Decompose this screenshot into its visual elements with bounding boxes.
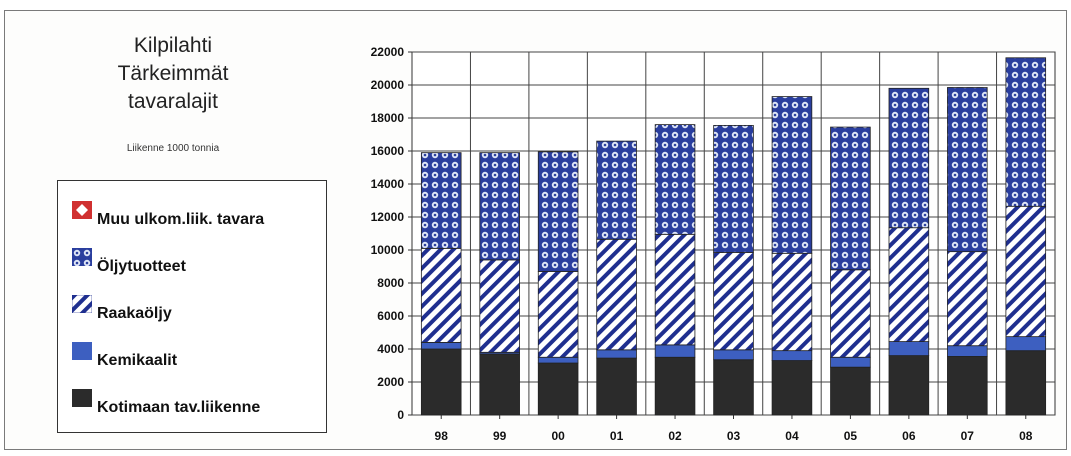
chart-subtitle: Liikenne 1000 tonnia (126, 143, 220, 154)
y-tick-label-3: 6000 (377, 309, 404, 323)
legend-item-koti: Kotimaan tav.liikenne (72, 389, 260, 417)
x-tick-label-00: 00 (551, 429, 565, 443)
bar-raaka-07 (947, 251, 988, 347)
bar-kemi-05 (830, 356, 871, 368)
bar-kemi-02 (654, 344, 696, 358)
bar-raaka-99 (479, 259, 520, 353)
bar-kemi-00 (537, 356, 579, 364)
bar-koti-03 (713, 359, 754, 416)
bar-oljy-04 (771, 96, 813, 254)
bar-kemi-01 (596, 349, 637, 359)
legend-swatch-koti (72, 389, 92, 407)
x-tick-label-98: 98 (435, 429, 449, 443)
y-tick-label-6: 12000 (371, 210, 405, 224)
legend-label-raaka: Raakaöljy (97, 305, 172, 322)
legend-label-muu: Muu ulkom.liik. tavara (97, 211, 265, 228)
x-tick-label-07: 07 (961, 429, 975, 443)
bar-oljy-01 (596, 140, 637, 240)
bars (420, 57, 1047, 416)
legend-item-kemi: Kemikaalit (72, 342, 177, 370)
bar-oljy-06 (888, 87, 930, 229)
y-tick-label-9: 18000 (371, 111, 405, 125)
bar-raaka-98 (420, 247, 462, 343)
legend-swatch-oljy (72, 248, 92, 266)
bar-koti-00 (537, 362, 579, 416)
bar-raaka-06 (888, 227, 930, 342)
legend-label-kemi: Kemikaalit (97, 352, 178, 369)
bar-oljy-03 (713, 125, 754, 253)
x-tick-label-08: 08 (1019, 429, 1033, 443)
bar-raaka-08 (1005, 205, 1047, 338)
bar-koti-05 (830, 366, 871, 416)
bar-koti-04 (771, 360, 813, 416)
bar-kemi-08 (1005, 336, 1047, 352)
x-tick-label-05: 05 (844, 429, 858, 443)
x-tick-label-06: 06 (902, 429, 916, 443)
bar-koti-01 (596, 357, 637, 416)
legend-label-koti: Kotimaan tav.liikenne (97, 399, 261, 416)
y-tick-label-4: 8000 (377, 276, 404, 290)
title-line-2: Tärkeimmät (117, 62, 229, 85)
title-line-1: Kilpilahti (133, 34, 213, 57)
bar-oljy-07 (947, 87, 988, 253)
bar-koti-07 (947, 356, 988, 416)
bar-raaka-03 (713, 252, 754, 351)
bar-oljy-08 (1005, 57, 1047, 207)
bar-raaka-02 (654, 233, 696, 346)
x-tick-label-99: 99 (493, 429, 507, 443)
y-tick-label-11: 22000 (371, 45, 405, 59)
legend-label-oljy: Öljytuotteet (97, 258, 186, 275)
chart-title: Kilpilahti Tärkeimmät tavaralajit (88, 32, 258, 116)
bar-oljy-99 (479, 152, 520, 261)
x-tick-label-04: 04 (785, 429, 799, 443)
axes: 0200040006000800010000120001400016000180… (371, 45, 1033, 443)
y-tick-label-0: 0 (397, 408, 404, 422)
title-line-3: tavaralajit (128, 90, 218, 113)
legend-swatch-raaka (72, 295, 92, 313)
legend-swatch-kemi (72, 342, 92, 360)
bar-oljy-02 (654, 124, 696, 235)
y-tick-label-8: 16000 (371, 144, 405, 158)
bar-kemi-07 (947, 345, 988, 357)
y-tick-label-2: 4000 (377, 342, 404, 356)
legend-item-raaka: Raakaöljy (72, 295, 172, 323)
bar-koti-08 (1005, 350, 1047, 416)
bar-kemi-98 (420, 341, 462, 350)
y-tick-label-5: 10000 (371, 243, 405, 257)
bar-oljy-05 (830, 126, 871, 271)
legend-item-oljy: Öljytuotteet (72, 248, 186, 276)
bar-oljy-98 (420, 152, 462, 249)
bar-raaka-00 (537, 271, 579, 358)
bar-raaka-01 (596, 238, 637, 351)
bar-koti-99 (479, 353, 520, 416)
bar-kemi-06 (888, 341, 930, 357)
bar-kemi-04 (771, 350, 813, 361)
bar-raaka-04 (771, 252, 813, 352)
y-tick-label-1: 2000 (377, 375, 404, 389)
bar-kemi-03 (713, 349, 754, 361)
x-tick-label-03: 03 (727, 429, 741, 443)
bar-raaka-05 (830, 269, 871, 358)
x-tick-label-02: 02 (668, 429, 682, 443)
legend-item-muu: Muu ulkom.liik. tavara (72, 201, 264, 229)
x-tick-label-01: 01 (610, 429, 624, 443)
y-tick-label-7: 14000 (371, 177, 405, 191)
bar-koti-06 (888, 355, 930, 416)
legend: Muu ulkom.liik. tavara Öljytuotteet Raak… (57, 180, 327, 433)
bar-oljy-00 (537, 151, 579, 272)
bar-koti-98 (420, 348, 462, 416)
y-tick-label-10: 20000 (371, 78, 405, 92)
legend-swatch-muu (72, 201, 92, 219)
bar-koti-02 (654, 356, 696, 416)
